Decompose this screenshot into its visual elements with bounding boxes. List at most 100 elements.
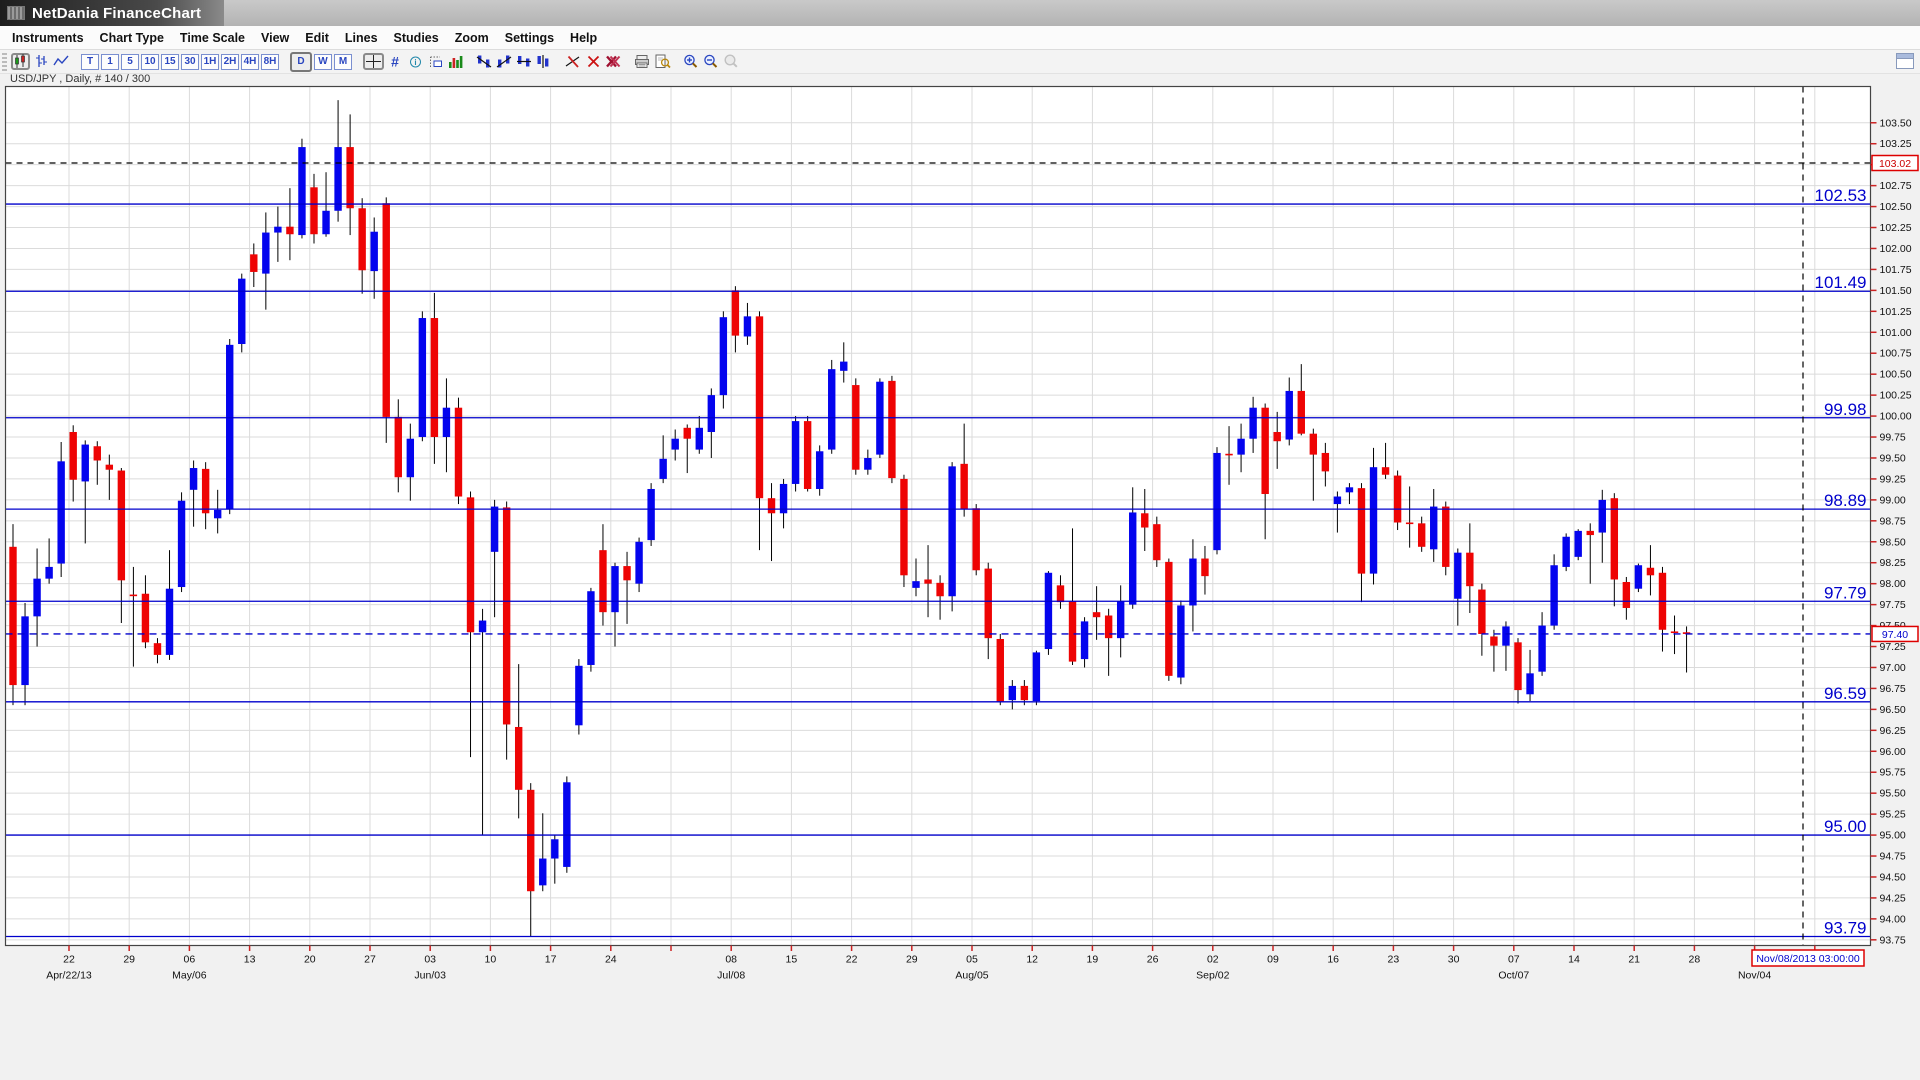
svg-text:05: 05 bbox=[966, 954, 978, 966]
vertical-line-button[interactable] bbox=[535, 53, 553, 70]
menu-studies[interactable]: Studies bbox=[393, 30, 439, 45]
volume-icon bbox=[448, 54, 463, 69]
candle bbox=[1598, 499, 1606, 533]
price-axis[interactable]: 103.50103.25103.00102.75102.50102.25102.… bbox=[1870, 117, 1912, 946]
candle bbox=[1104, 615, 1113, 639]
instrument-label: USD/JPY , Daily, # 140 / 300 bbox=[10, 73, 151, 85]
tf-weekly-button[interactable]: W bbox=[314, 53, 332, 70]
candle bbox=[1442, 506, 1450, 567]
info-button[interactable]: i bbox=[406, 53, 424, 70]
candle bbox=[1550, 565, 1558, 626]
candle bbox=[1670, 631, 1679, 634]
candle bbox=[791, 421, 800, 484]
zoom-reset-button[interactable] bbox=[722, 53, 740, 70]
candle bbox=[1321, 452, 1330, 472]
zoom-reset-icon bbox=[723, 54, 739, 69]
tf-1h-button[interactable]: 1H bbox=[201, 53, 219, 70]
tf-5m-button[interactable]: 5 bbox=[121, 53, 139, 70]
chart-area[interactable]: 102.53 101.49 99.98 98.89 97.79 96.59 95.00 93.… bbox=[0, 74, 1920, 1070]
menu-edit[interactable]: Edit bbox=[305, 30, 329, 45]
svg-text:101.00: 101.00 bbox=[1880, 327, 1912, 339]
horizontal-line-button[interactable] bbox=[515, 53, 533, 70]
svg-text:14: 14 bbox=[1568, 954, 1580, 966]
candle bbox=[358, 208, 366, 271]
tf-10m-button[interactable]: 10 bbox=[141, 53, 159, 70]
delete-all-button[interactable] bbox=[604, 53, 622, 70]
line-chart-button[interactable] bbox=[52, 53, 70, 70]
svg-text:29: 29 bbox=[123, 954, 135, 966]
tf-monthly-button[interactable]: M bbox=[334, 53, 352, 70]
candle bbox=[298, 147, 306, 236]
tf-15m-button[interactable]: 15 bbox=[161, 53, 179, 70]
svg-text:94.25: 94.25 bbox=[1880, 892, 1906, 904]
toolbar-group-delete-tools bbox=[563, 53, 623, 70]
svg-text:21: 21 bbox=[1628, 954, 1640, 966]
menu-chart-type[interactable]: Chart Type bbox=[99, 30, 164, 45]
panel-toggle-icon[interactable] bbox=[1896, 53, 1914, 69]
menu-settings[interactable]: Settings bbox=[504, 30, 555, 45]
tf-30m-button[interactable]: 30 bbox=[181, 53, 199, 70]
delete-selected-button[interactable] bbox=[584, 53, 602, 70]
candle bbox=[623, 566, 631, 581]
price-level-label: 98.89 bbox=[1824, 491, 1867, 510]
tf-daily-button[interactable]: D bbox=[290, 51, 312, 72]
candle bbox=[189, 468, 198, 490]
tf-1m-button[interactable]: 1 bbox=[101, 53, 119, 70]
svg-text:08: 08 bbox=[725, 954, 737, 966]
candle bbox=[382, 203, 390, 417]
volume-button[interactable] bbox=[446, 53, 464, 70]
candle bbox=[1261, 407, 1269, 495]
candle bbox=[1381, 467, 1390, 475]
trendline-up-button[interactable] bbox=[495, 53, 513, 70]
candle bbox=[418, 318, 427, 438]
svg-text:22: 22 bbox=[846, 954, 858, 966]
menu-help[interactable]: Help bbox=[570, 30, 598, 45]
zoom-in-button[interactable] bbox=[682, 53, 700, 70]
candle bbox=[1273, 431, 1281, 442]
menu-lines[interactable]: Lines bbox=[344, 30, 378, 45]
svg-text:15: 15 bbox=[786, 954, 798, 966]
tf-4h-button[interactable]: 4H bbox=[241, 53, 259, 70]
svg-text:May/06: May/06 bbox=[172, 970, 207, 982]
zoom-out-button[interactable] bbox=[702, 53, 720, 70]
candle bbox=[250, 254, 258, 272]
svg-text:i: i bbox=[414, 58, 416, 67]
candlestick-chart-button[interactable] bbox=[11, 53, 30, 70]
svg-text:101.50: 101.50 bbox=[1880, 285, 1912, 297]
candle bbox=[1116, 601, 1125, 639]
menu-view[interactable]: View bbox=[261, 30, 290, 45]
grid-icon: # bbox=[388, 54, 402, 69]
candle bbox=[1129, 512, 1137, 605]
candle bbox=[1177, 605, 1185, 678]
candlestick-series bbox=[9, 100, 1691, 937]
bar-chart-icon bbox=[34, 54, 49, 69]
toolbar-drag-handle[interactable] bbox=[2, 52, 7, 71]
candle bbox=[1032, 652, 1041, 701]
toolbar-group-print-tools bbox=[632, 53, 672, 70]
menu-instruments[interactable]: Instruments bbox=[12, 30, 84, 45]
candle bbox=[815, 451, 824, 489]
candle bbox=[1357, 488, 1366, 574]
candle bbox=[1514, 642, 1522, 691]
grid-button[interactable]: # bbox=[386, 53, 404, 70]
tf-tick-button[interactable]: T bbox=[81, 53, 99, 70]
delete-line-button[interactable] bbox=[564, 53, 582, 70]
bar-chart-button[interactable] bbox=[32, 53, 50, 70]
print-button[interactable] bbox=[633, 53, 651, 70]
menu-zoom[interactable]: Zoom bbox=[454, 30, 489, 45]
candle bbox=[93, 446, 101, 461]
crosshair-button[interactable] bbox=[363, 53, 384, 70]
print-preview-button[interactable] bbox=[653, 53, 671, 70]
candle bbox=[346, 147, 354, 209]
tf-8h-button[interactable]: 8H bbox=[261, 53, 279, 70]
svg-text:98.25: 98.25 bbox=[1880, 557, 1906, 569]
svg-text:100.50: 100.50 bbox=[1880, 369, 1912, 381]
svg-text:98.50: 98.50 bbox=[1880, 536, 1906, 548]
tf-2h-button[interactable]: 2H bbox=[221, 53, 239, 70]
trendline-down-button[interactable] bbox=[475, 53, 493, 70]
candle bbox=[719, 317, 728, 396]
chart-plot[interactable]: 102.53 101.49 99.98 98.89 97.79 96.59 95.00 93.… bbox=[0, 74, 1920, 1070]
candle bbox=[1610, 498, 1619, 580]
menu-time-scale[interactable]: Time Scale bbox=[179, 30, 246, 45]
measure-button[interactable] bbox=[426, 53, 444, 70]
